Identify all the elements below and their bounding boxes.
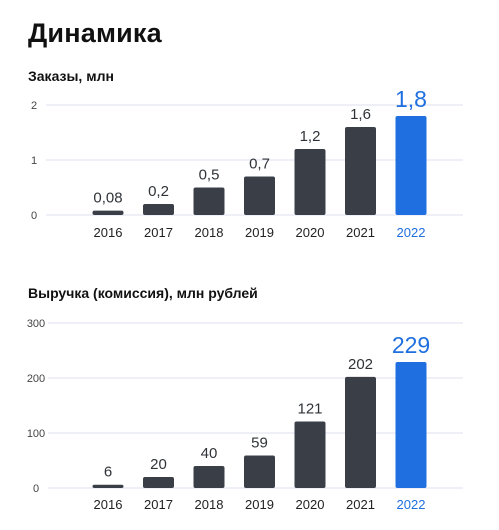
data-label-2022: 1,8 xyxy=(395,86,427,112)
data-label-2017: 0,2 xyxy=(148,183,169,200)
bar-2018 xyxy=(193,187,225,215)
data-label-2019: 59 xyxy=(251,435,268,452)
x-tick-label-2022: 2022 xyxy=(397,497,426,512)
data-label-2016: 6 xyxy=(104,464,112,481)
bar-2020 xyxy=(294,149,326,215)
data-label-2022: 229 xyxy=(392,332,430,358)
revenue-bar-chart: 0 100 200 300 6 2016 20 2017 40 2018 59 2019 121 2020… xyxy=(27,318,463,512)
bar-2022 xyxy=(395,116,427,215)
bar-2016 xyxy=(92,484,124,488)
x-tick-label-2019: 2019 xyxy=(245,225,274,240)
y-tick-label: 100 xyxy=(27,428,45,440)
data-label-2019: 0,7 xyxy=(249,156,270,173)
x-tick-label-2016: 2016 xyxy=(94,497,123,512)
x-tick-label-2020: 2020 xyxy=(296,225,325,240)
x-tick-label-2021: 2021 xyxy=(346,225,375,240)
x-tick-label-2021: 2021 xyxy=(346,497,375,512)
bar-2022 xyxy=(395,362,427,488)
bar-2016 xyxy=(92,210,124,215)
y-tick-label: 0 xyxy=(33,483,39,495)
x-tick-label-2018: 2018 xyxy=(195,497,224,512)
data-label-2020: 121 xyxy=(297,400,322,417)
y-tick-label: 0 xyxy=(31,210,37,222)
x-tick-label-2018: 2018 xyxy=(195,225,224,240)
data-label-2021: 202 xyxy=(348,356,373,373)
orders-bar-chart: 0 1 2 0,08 2016 0,2 2017 0,5 2018 0,7 2019 1,2 2020 1… xyxy=(31,86,463,240)
x-tick-label-2022: 2022 xyxy=(397,225,426,240)
page-title: Динамика xyxy=(28,18,162,48)
y-tick-label: 2 xyxy=(31,100,37,112)
orders-chart-title: Заказы, млн xyxy=(28,68,114,84)
x-tick-label-2020: 2020 xyxy=(296,497,325,512)
bar-2021 xyxy=(345,127,376,215)
data-label-2017: 20 xyxy=(150,456,167,473)
bar-2017 xyxy=(143,204,174,215)
bar-2020 xyxy=(294,421,326,488)
bar-2019 xyxy=(244,455,275,488)
x-tick-label-2016: 2016 xyxy=(94,225,123,240)
data-label-2018: 40 xyxy=(201,445,218,462)
y-tick-label: 300 xyxy=(27,318,45,330)
x-tick-label-2017: 2017 xyxy=(144,225,173,240)
revenue-chart-title: Выручка (комиссия), млн рублей xyxy=(28,285,258,301)
bar-2021 xyxy=(345,376,376,488)
data-label-2016: 0,08 xyxy=(93,190,122,207)
data-label-2020: 1,2 xyxy=(300,128,321,145)
x-tick-label-2017: 2017 xyxy=(144,497,173,512)
x-tick-label-2019: 2019 xyxy=(245,497,274,512)
bar-2018 xyxy=(193,466,225,488)
data-label-2021: 1,6 xyxy=(350,106,371,123)
bar-2017 xyxy=(143,477,174,488)
y-tick-label: 1 xyxy=(31,155,37,167)
bar-2019 xyxy=(244,176,275,215)
y-tick-label: 200 xyxy=(27,373,45,385)
data-label-2018: 0,5 xyxy=(199,167,220,184)
